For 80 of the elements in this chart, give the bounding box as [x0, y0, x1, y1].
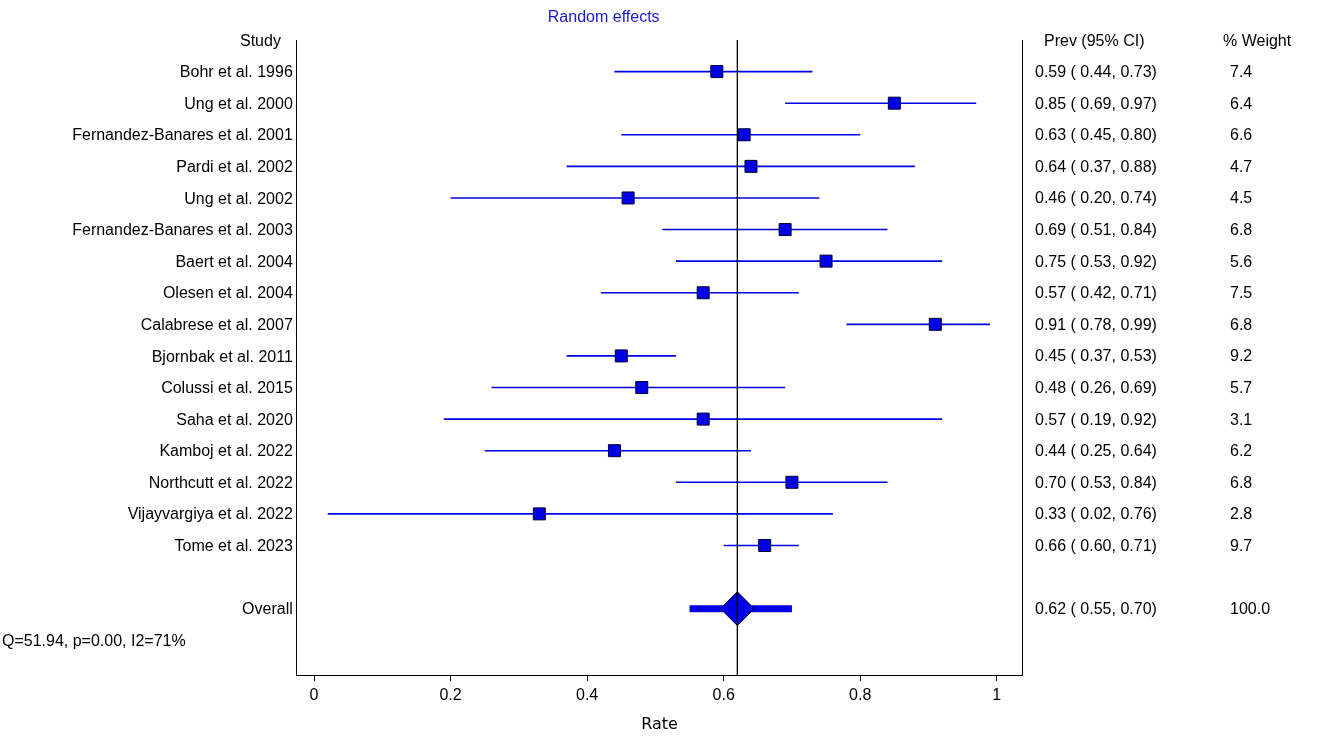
text: % Weight [1223, 32, 1292, 49]
text: 0.62 ( 0.55, 0.70) [1035, 600, 1157, 617]
point [785, 475, 799, 489]
x-tick-label: 0.8 [849, 686, 872, 704]
text: Q=51.94, p=0.00, I2=71% [2, 632, 186, 649]
y-tick-label: Pardi et al. 2002 [176, 157, 293, 175]
text: 6.8 [1230, 316, 1253, 333]
y-tick-label: Ung et al. 2002 [184, 189, 293, 207]
y-tick-label: Bohr et al. 1996 [179, 63, 293, 81]
text: 2.8 [1230, 505, 1253, 522]
point [778, 223, 792, 237]
y-tick-label: Kamboj et al. 2022 [159, 442, 293, 460]
point [737, 128, 751, 142]
point [621, 191, 635, 205]
y-tick-label: Saha et al. 2020 [176, 410, 293, 428]
y-tick-label: Overall [242, 600, 293, 618]
data-label: 0.75 ( 0.53, 0.92) [1035, 253, 1157, 270]
data-label: 0.48 ( 0.26, 0.69) [1035, 379, 1157, 396]
x-tick-label: 0.4 [576, 686, 599, 704]
data-label: 0.64 ( 0.37, 0.88) [1035, 158, 1157, 175]
data-label: 0.33 ( 0.02, 0.76) [1035, 505, 1157, 522]
x-tick-label: 0.2 [439, 686, 462, 704]
text: 6.4 [1230, 95, 1253, 112]
text: 5.7 [1230, 379, 1253, 396]
point [614, 349, 628, 363]
text: 9.2 [1230, 347, 1253, 364]
chart-title: Random effects [547, 8, 660, 26]
point [607, 444, 621, 458]
data-label: 0.59 ( 0.44, 0.73) [1035, 63, 1157, 80]
text: 6.2 [1230, 442, 1253, 459]
data-label: 0.70 ( 0.53, 0.84) [1035, 474, 1157, 491]
text: 5.6 [1230, 253, 1253, 270]
data-label: 0.69 ( 0.51, 0.84) [1035, 221, 1157, 238]
data-label: 0.45 ( 0.37, 0.53) [1035, 347, 1157, 364]
point [819, 254, 833, 268]
text: 4.5 [1230, 189, 1253, 206]
text: 3.1 [1230, 411, 1253, 428]
y-tick-label: Bjornbak et al. 2011 [151, 347, 293, 365]
y-tick-label: Calabrese et al. 2007 [140, 315, 293, 333]
y-tick-label: Colussi et al. 2015 [161, 379, 293, 397]
text: 4.7 [1230, 158, 1253, 175]
text: 6.8 [1230, 474, 1253, 491]
y-tick-label: Tome et al. 2023 [174, 537, 293, 555]
data-label: 0.46 ( 0.20, 0.74) [1035, 189, 1157, 206]
x-tick-label: 0 [309, 686, 319, 704]
y-tick-label: Fernandez-Banares et al. 2003 [72, 221, 293, 239]
y-tick-label: Ung et al. 2000 [184, 94, 293, 112]
y-tick-label: Fernandez-Banares et al. 2001 [72, 126, 293, 144]
x-axis-title: Rate [641, 713, 678, 733]
data-label: 0.44 ( 0.25, 0.64) [1035, 442, 1157, 459]
data-label: 0.85 ( 0.69, 0.97) [1035, 95, 1157, 112]
text: 6.6 [1230, 126, 1253, 143]
point [744, 159, 758, 173]
point [887, 96, 901, 110]
point [532, 507, 546, 521]
point [696, 286, 710, 300]
text: 100.0 [1230, 600, 1271, 617]
point [758, 538, 772, 552]
text: Study [240, 32, 281, 49]
y-tick-label: Northcutt et al. 2022 [148, 473, 293, 491]
data-label: 0.57 ( 0.19, 0.92) [1035, 411, 1157, 428]
data-label: 0.66 ( 0.60, 0.71) [1035, 537, 1157, 554]
point [696, 412, 710, 426]
x-tick-label: 0.6 [712, 686, 735, 704]
text: 7.5 [1230, 284, 1253, 301]
y-tick-label: Baert et al. 2004 [175, 252, 293, 270]
point [710, 65, 724, 79]
text: 9.7 [1230, 537, 1253, 554]
text: Prev (95% CI) [1044, 32, 1145, 49]
x-tick-label: 1 [992, 686, 1002, 704]
text: 7.4 [1230, 63, 1253, 80]
data-label: 0.57 ( 0.42, 0.71) [1035, 284, 1157, 301]
data-label: 0.63 ( 0.45, 0.80) [1035, 126, 1157, 143]
point [719, 591, 755, 627]
text: 6.8 [1230, 221, 1253, 238]
point [635, 381, 649, 395]
y-tick-label: Vijayvargiya et al. 2022 [127, 505, 293, 523]
data-label: 0.91 ( 0.78, 0.99) [1035, 316, 1157, 333]
point [928, 317, 942, 331]
y-tick-label: Olesen et al. 2004 [162, 284, 293, 302]
